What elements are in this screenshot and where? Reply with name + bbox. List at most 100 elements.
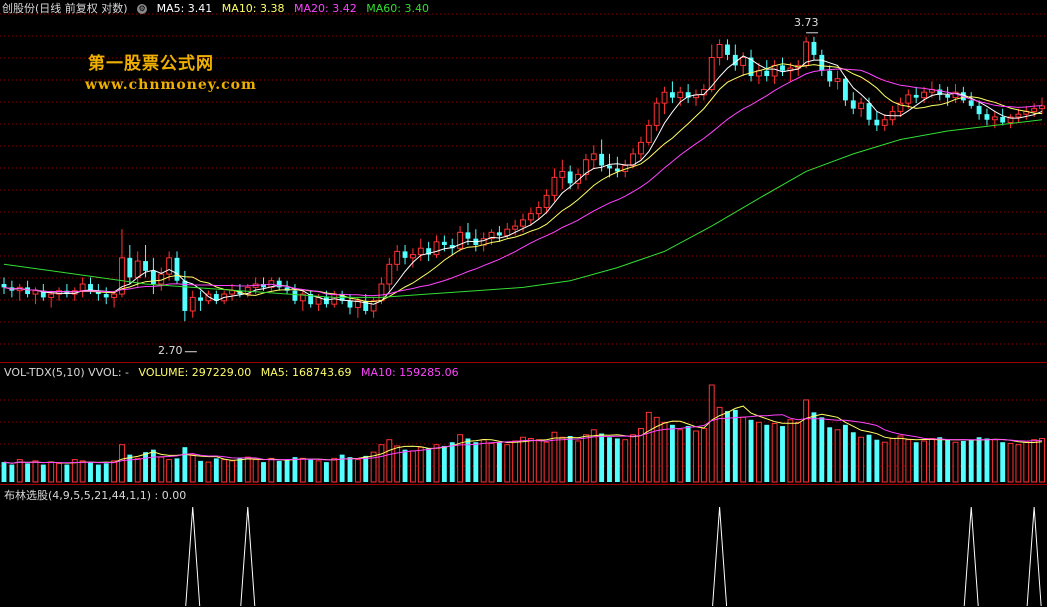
volume-bar-down (237, 458, 243, 482)
volume-bar-up (897, 435, 904, 483)
low-price-label: 2.70 (158, 344, 183, 357)
volume-bar-down (363, 455, 369, 482)
volume-bar-down (866, 434, 872, 482)
volume-bar-up (252, 459, 259, 483)
candle-body-down (426, 248, 432, 255)
candle-body-up (119, 257, 125, 295)
volume-bar-up (119, 444, 125, 483)
price-header: 创股份(日线 前复权 对数) ⚙ MA5: 3.41 MA10: 3.38 MA… (2, 0, 435, 16)
volume-bar-up (1039, 437, 1045, 483)
candle-body-up (299, 293, 306, 302)
volume-bar-down (261, 462, 266, 482)
volume-bar-up (645, 411, 652, 483)
volume-bar-up (512, 440, 519, 483)
candle-body-up (166, 257, 173, 275)
candle-body-up (661, 91, 668, 104)
volume-bar-down (284, 459, 290, 482)
watermark-url: www.chnmoney.com (85, 77, 257, 93)
ma60-label: MA60: 3.40 (366, 2, 429, 15)
volume-bar-up (834, 429, 841, 483)
volume-bar-down (292, 457, 298, 482)
candle-body-up (1039, 105, 1045, 110)
volume-bar-up (480, 439, 487, 483)
volume-bar-up (590, 429, 597, 483)
volume-bar-down (496, 442, 502, 482)
candle-body-up (189, 296, 196, 312)
indicator-pane (185, 506, 1042, 607)
candle-body-down (732, 54, 738, 66)
volume-bar-up (700, 428, 707, 483)
candle-body-up (991, 116, 998, 121)
volume-bar-down (402, 449, 408, 482)
volume-bar-up (921, 440, 927, 483)
gear-icon[interactable]: ⚙ (137, 4, 148, 14)
volume-bar-up (661, 421, 668, 483)
candle-body-up (771, 64, 778, 77)
candle-body-down (449, 245, 455, 249)
volume-bar-down (976, 437, 982, 482)
candle-body-up (394, 250, 401, 265)
volume-bar-down (811, 412, 817, 482)
volume-bar-down (607, 437, 612, 482)
volume-bar-up (409, 450, 416, 483)
volume-bar-down (127, 454, 133, 482)
ma10-line (3, 63, 1043, 302)
volume-bar-down (945, 439, 951, 482)
volume-bar-up (386, 439, 393, 483)
stock-title: 创股份(日线 前复权 对数) (2, 2, 128, 15)
candle-body-up (1031, 108, 1038, 112)
candle-body-down (567, 171, 573, 184)
volume-bar-down (764, 424, 770, 482)
candle-body-down (607, 165, 612, 169)
candle-body-down (599, 153, 605, 166)
candle-body-down (25, 287, 31, 295)
candle-body-up (1007, 116, 1014, 124)
candle-body-up (457, 231, 464, 249)
candle-body-up (645, 124, 652, 143)
volume-bar-up (858, 436, 865, 483)
candle-body-down (685, 92, 691, 98)
candle-body-down (748, 57, 754, 77)
candle-body-down (811, 41, 817, 55)
volume-bar-up (1007, 442, 1014, 483)
candle-body-up (881, 119, 888, 126)
candle-body-up (32, 290, 39, 295)
volume-bar-down (937, 437, 943, 482)
candle-body-up (716, 44, 723, 59)
volume-bar-down (960, 440, 966, 482)
volume-bar-up (111, 460, 118, 483)
volume-bar-down (449, 442, 455, 482)
ma10-label: MA10: 3.38 (221, 2, 285, 15)
volume-bar-down (614, 438, 620, 482)
volume-bar-up (630, 434, 637, 483)
candle-body-down (937, 89, 943, 95)
candle-body-up (858, 102, 865, 110)
grid-lines (0, 13, 1047, 485)
candle-body-up (653, 102, 660, 126)
volume-bar-down (182, 447, 188, 482)
volume-bar-up (205, 461, 212, 483)
volume-bar-up (331, 457, 338, 483)
candle-body-up (543, 194, 550, 209)
volume-bar-up (134, 457, 141, 483)
candle-body-up (48, 293, 55, 298)
volume-bar-down (685, 426, 691, 482)
volume-bar-up (221, 459, 228, 483)
volume-bar-up (394, 445, 401, 483)
volume-bar-down (25, 463, 31, 482)
volume-ma5: MA5: 168743.69 (260, 366, 352, 379)
signal-spike (712, 506, 728, 607)
volume-bar-up (32, 460, 39, 483)
volume-indicator-name: VOL-TDX(5,10) VVOL: - (4, 366, 129, 379)
candle-body-down (198, 297, 204, 301)
candle-body-down (323, 297, 329, 305)
price-pane (1, 32, 1045, 353)
candle-body-down (103, 294, 109, 298)
candle-body-down (1, 284, 7, 288)
candle-body-up (417, 247, 424, 256)
indicator-header: 布林选股(4,9,5,5,21,44,1,1) : 0.00 (4, 487, 192, 503)
volume-bar-down (984, 438, 990, 482)
volume-bar-up (638, 428, 644, 483)
volume-bar-up (543, 441, 550, 483)
volume-bar-down (473, 442, 479, 482)
